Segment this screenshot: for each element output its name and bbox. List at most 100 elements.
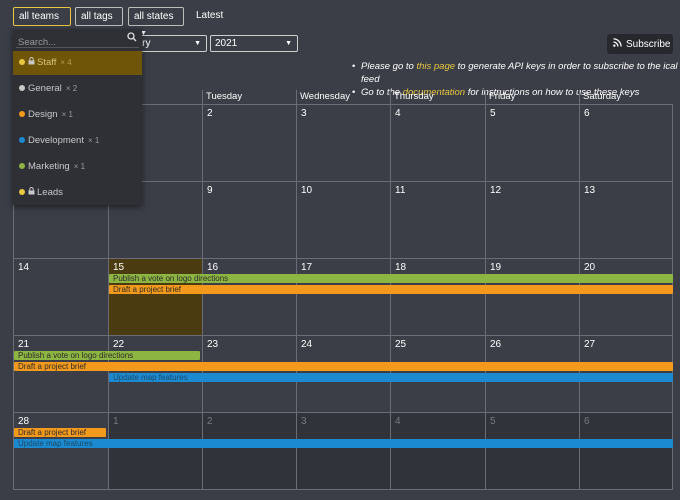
day-cell[interactable] [108, 181, 202, 258]
day-cell[interactable]: 2 [202, 412, 296, 490]
team-option-label: Marketing [28, 161, 70, 172]
day-cell[interactable]: 10 [296, 181, 390, 258]
team-option-label: Design [28, 109, 58, 120]
lock-icon [28, 182, 35, 206]
year-select[interactable]: 2021 ▼ [210, 35, 298, 52]
weekday-header: Tuesday [202, 90, 296, 104]
day-number: 20 [584, 262, 596, 273]
day-cell[interactable]: 16 [202, 258, 296, 335]
day-number: 4 [395, 416, 401, 427]
day-number: 13 [584, 185, 596, 196]
day-cell[interactable]: 17 [296, 258, 390, 335]
day-number: 24 [301, 339, 313, 350]
note-text: to generate API keys in order to subscri… [361, 61, 678, 85]
day-cell[interactable]: 6 [579, 412, 673, 490]
calendar-event[interactable]: Update map features [14, 439, 673, 448]
note-text: for instructions on how to use these key… [465, 87, 640, 98]
day-number: 25 [395, 339, 407, 350]
teams-filter-button[interactable]: all teams▼ [13, 7, 71, 37]
day-number: 6 [584, 108, 590, 119]
day-cell[interactable]: 6 [579, 104, 673, 181]
tags-filter-label: all tags [81, 11, 113, 22]
team-option-label: Development [28, 135, 84, 146]
day-cell[interactable]: 21 [13, 335, 108, 412]
day-cell[interactable]: 15 [108, 258, 202, 335]
calendar-event[interactable]: Update map features [109, 373, 673, 382]
team-option-leads[interactable]: Leads [13, 181, 142, 205]
day-number: 19 [490, 262, 502, 273]
team-option-label: General [28, 83, 62, 94]
note-text: Go to the [361, 87, 403, 98]
calendar-event[interactable]: Draft a project brief [14, 428, 106, 437]
day-cell[interactable]: 5 [485, 104, 579, 181]
day-cell[interactable]: 28 [13, 412, 108, 490]
team-option-general[interactable]: General × 2 [13, 77, 142, 101]
day-number: 12 [490, 185, 502, 196]
day-number: 16 [207, 262, 219, 273]
day-cell[interactable]: 14 [13, 258, 108, 335]
day-number: 2 [207, 416, 213, 427]
day-cell[interactable]: 11 [390, 181, 485, 258]
teams-filter-label: all teams [19, 11, 60, 22]
day-cell[interactable]: 4 [390, 412, 485, 490]
note-api-keys: Please go to this page to generate API k… [352, 60, 680, 86]
day-cell[interactable]: 13 [579, 181, 673, 258]
day-number: 3 [301, 416, 307, 427]
calendar-event[interactable]: Draft a project brief [109, 285, 673, 294]
color-dot-icon [19, 111, 25, 117]
calendar-event[interactable]: Draft a project brief [14, 362, 673, 371]
team-option-design[interactable]: Design × 1 [13, 103, 142, 127]
calendar-event[interactable]: Publish a vote on logo directions [109, 274, 673, 283]
chevron-down-icon: ▼ [194, 40, 201, 47]
day-number: 5 [490, 108, 496, 119]
day-cell[interactable]: 5 [485, 412, 579, 490]
team-option-development[interactable]: Development × 1 [13, 129, 142, 153]
day-number: 26 [490, 339, 502, 350]
note-text: Please go to [361, 61, 417, 72]
day-number: 2 [207, 108, 213, 119]
year-select-value: 2021 [215, 38, 238, 49]
day-cell[interactable]: 3 [296, 412, 390, 490]
day-number: 17 [301, 262, 313, 273]
weekday-header: Friday [485, 90, 579, 104]
day-cell[interactable]: 2 [202, 104, 296, 181]
magnifier-icon [127, 32, 137, 45]
ical-notes: Please go to this page to generate API k… [352, 60, 680, 99]
weekday-header: Saturday [579, 90, 673, 104]
calendar-event[interactable]: Publish a vote on logo directions [14, 351, 200, 360]
color-dot-icon [19, 163, 25, 169]
chevron-down-icon: ▼ [285, 40, 292, 47]
team-option-count: × 1 [73, 162, 86, 171]
subscribe-button[interactable]: Subscribe [607, 34, 673, 54]
day-number: 21 [18, 339, 30, 350]
day-number: 27 [584, 339, 596, 350]
note-documentation: Go to the documentation for instructions… [352, 86, 680, 99]
day-number: 5 [490, 416, 496, 427]
team-option-marketing[interactable]: Marketing × 1 [13, 155, 142, 179]
latest-link[interactable]: Latest [196, 10, 224, 21]
team-option-staff[interactable]: Staff × 4 [13, 51, 142, 75]
day-cell[interactable]: 20 [579, 258, 673, 335]
day-number: 10 [301, 185, 313, 196]
api-keys-link[interactable]: this page [416, 61, 456, 72]
documentation-link[interactable]: documentation [402, 87, 466, 98]
team-option-count: × 2 [65, 84, 78, 93]
day-cell[interactable]: 1 [108, 412, 202, 490]
day-number: 6 [584, 416, 590, 427]
day-cell[interactable]: 9 [202, 181, 296, 258]
day-number: 28 [18, 416, 30, 427]
day-cell[interactable]: 4 [390, 104, 485, 181]
day-cell[interactable]: 3 [296, 104, 390, 181]
team-search [16, 32, 139, 48]
states-filter-button[interactable]: all states ▼ [128, 7, 184, 37]
lock-icon [28, 52, 35, 76]
day-cell[interactable]: 19 [485, 258, 579, 335]
day-cell[interactable]: 12 [485, 181, 579, 258]
team-search-input[interactable] [16, 37, 121, 48]
tags-filter-button[interactable]: all tags▶ [75, 7, 123, 37]
day-cell[interactable]: 18 [390, 258, 485, 335]
color-dot-icon [19, 85, 25, 91]
weekday-header: Thursday [390, 90, 485, 104]
day-cell[interactable]: 22 [108, 335, 202, 412]
